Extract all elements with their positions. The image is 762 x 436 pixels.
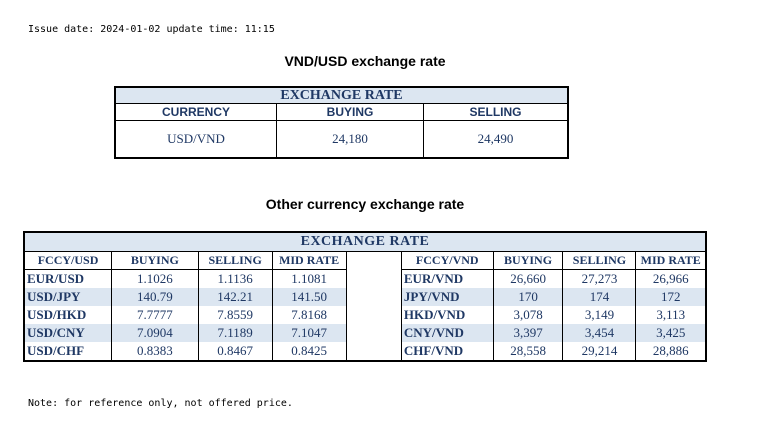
pair-cell: USD/CNY bbox=[24, 324, 112, 342]
header-selling: SELLING bbox=[423, 103, 568, 121]
header-selling: SELLING bbox=[197, 251, 273, 270]
column-gap bbox=[345, 342, 402, 361]
buying-cell: 0.8383 bbox=[111, 342, 199, 361]
pair-cell: CNY/VND bbox=[400, 324, 494, 342]
mid-rate-cell: 1.1081 bbox=[271, 269, 347, 288]
pair-cell: CHF/VND bbox=[400, 342, 494, 361]
column-gap bbox=[345, 251, 402, 270]
column-gap bbox=[345, 324, 402, 342]
currency-cell: USD/VND bbox=[115, 120, 277, 158]
vnd-usd-title: VND/USD exchange rate bbox=[284, 53, 446, 69]
selling-cell: 142.21 bbox=[197, 288, 273, 306]
selling-cell: 7.8559 bbox=[197, 306, 273, 324]
column-gap bbox=[345, 306, 402, 324]
vnd-usd-rate-table: EXCHANGE RATE CURRENCY BUYING SELLING US… bbox=[114, 86, 569, 159]
pair-cell: USD/JPY bbox=[24, 288, 112, 306]
table-row: USD/HKD 7.7777 7.8559 7.8168 HKD/VND 3,078 3,1… bbox=[24, 306, 706, 324]
header-buying: BUYING bbox=[111, 251, 199, 270]
mid-rate-cell: 3,113 bbox=[635, 306, 706, 324]
pair-cell: USD/HKD bbox=[27, 307, 87, 322]
selling-cell: 1.1136 bbox=[197, 269, 273, 288]
header-mid-rate: MID RATE bbox=[271, 251, 347, 270]
buying-cell: 3,078 bbox=[492, 306, 563, 324]
header-buying: BUYING bbox=[276, 103, 424, 121]
table-row: USD/CHF 0.8383 0.8467 0.8425 CHF/VND 28,558 29… bbox=[24, 342, 706, 361]
header-selling: SELLING bbox=[562, 251, 636, 270]
selling-cell: 3,454 bbox=[562, 324, 636, 342]
mid-rate-cell: 26,966 bbox=[635, 269, 706, 288]
selling-cell: 3,149 bbox=[562, 306, 636, 324]
buying-cell: 7.7777 bbox=[111, 306, 199, 324]
table-row: EUR/USD 1.1026 1.1136 1.1081 EUR/VND 26,660 27… bbox=[24, 269, 706, 288]
buying-cell: 170 bbox=[492, 288, 563, 306]
mid-rate-cell: 28,886 bbox=[635, 342, 706, 361]
buying-cell: 140.79 bbox=[111, 288, 199, 306]
pair-cell: JPY/VND bbox=[400, 288, 494, 306]
selling-cell: 0.8467 bbox=[197, 342, 273, 361]
table-row: USD/VND 24,180 24,490 bbox=[115, 120, 568, 158]
table-header-row: CURRENCY BUYING SELLING bbox=[115, 103, 568, 121]
table-row: USD/CNY 7.0904 7.1189 7.1047 CNY/VND 3,397 3,4… bbox=[24, 324, 706, 342]
mid-rate-cell: 141.50 bbox=[271, 288, 347, 306]
mid-rate-cell: 0.8425 bbox=[271, 342, 347, 361]
header-fccy-usd: FCCY/USD bbox=[24, 251, 112, 270]
selling-cell: 29,214 bbox=[562, 342, 636, 361]
exchange-rate-band: EXCHANGE RATE bbox=[115, 87, 568, 104]
table-row: USD/JPY 140.79 142.21 141.50 JPY/VND 170 174 17… bbox=[24, 288, 706, 306]
mid-rate-cell: 3,425 bbox=[635, 324, 706, 342]
pair-cell: USD/CHF bbox=[27, 343, 85, 358]
mid-rate-cell: 7.1047 bbox=[271, 324, 347, 342]
buying-cell: 7.0904 bbox=[111, 324, 199, 342]
buying-cell: 1.1026 bbox=[111, 269, 199, 288]
buying-cell: 3,397 bbox=[492, 324, 563, 342]
other-rates-title: Other currency exchange rate bbox=[265, 196, 465, 212]
issue-date-line: Issue date: 2024-01-02 update time: 11:1… bbox=[28, 24, 275, 35]
header-fccy-vnd: FCCY/VND bbox=[400, 251, 494, 270]
exchange-rate-band: EXCHANGE RATE bbox=[24, 232, 706, 252]
buying-cell: 26,660 bbox=[492, 269, 563, 288]
mid-rate-cell: 172 bbox=[635, 288, 706, 306]
column-gap bbox=[345, 269, 402, 288]
pair-cell: EUR/USD bbox=[27, 271, 85, 286]
column-gap bbox=[345, 288, 402, 306]
other-rates-table: EXCHANGE RATE FCCY/USD BUYING SELLING MI… bbox=[23, 231, 707, 362]
selling-cell: 27,273 bbox=[562, 269, 636, 288]
selling-cell: 174 bbox=[562, 288, 636, 306]
buying-cell: 28,558 bbox=[492, 342, 563, 361]
table-header-row: FCCY/USD BUYING SELLING MID RATE FCCY/VN… bbox=[24, 251, 706, 270]
pair-cell: HKD/VND bbox=[400, 306, 494, 324]
pair-cell: EUR/VND bbox=[400, 269, 494, 288]
header-buying: BUYING bbox=[492, 251, 563, 270]
mid-rate-cell: 7.8168 bbox=[271, 306, 347, 324]
header-currency: CURRENCY bbox=[161, 105, 230, 119]
header-mid-rate: MID RATE bbox=[635, 251, 706, 270]
reference-note: Note: for reference only, not offered pr… bbox=[28, 398, 293, 409]
selling-cell: 7.1189 bbox=[197, 324, 273, 342]
selling-cell: 24,490 bbox=[423, 120, 568, 158]
buying-cell: 24,180 bbox=[276, 120, 424, 158]
